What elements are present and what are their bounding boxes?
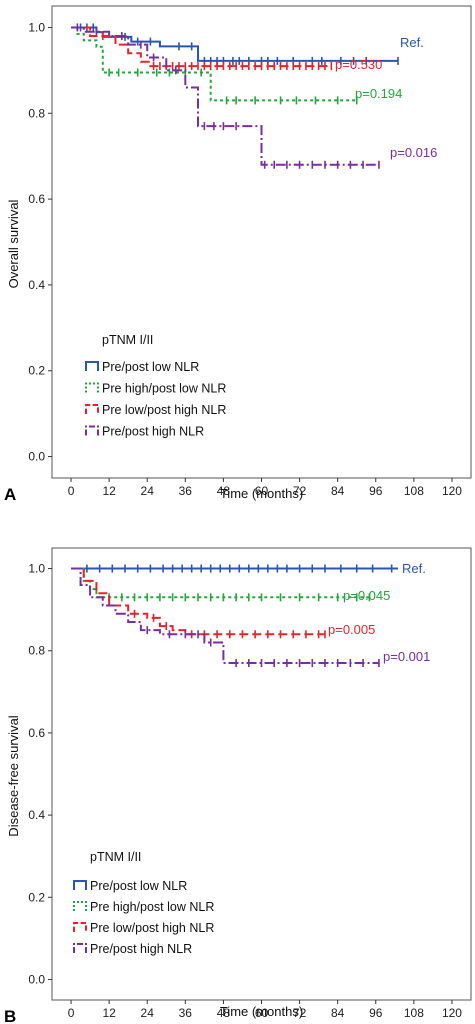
x-tick-label: 36 — [179, 1006, 193, 1020]
series-2: p=0.045 — [71, 567, 390, 603]
x-axis-label: Time (months) — [220, 486, 303, 501]
y-tick-label: 0.4 — [28, 808, 45, 822]
x-tick-label: 24 — [141, 484, 155, 498]
x-tick-label: 96 — [369, 484, 383, 498]
y-tick-label: 0.6 — [28, 192, 45, 206]
x-tick-label: 48 — [217, 484, 231, 498]
legend-title: pTNM I/II — [102, 333, 153, 347]
x-tick-label: 108 — [404, 484, 424, 498]
y-tick-label: 0.8 — [28, 644, 45, 658]
y-tick-label: 0.2 — [28, 364, 45, 378]
survival-curve — [71, 26, 379, 166]
x-tick-label: 48 — [217, 1006, 231, 1020]
series-4: p=0.016 — [71, 23, 437, 169]
panel-label: A — [4, 485, 16, 504]
curve-annotation: Ref. — [400, 35, 424, 50]
legend-swatch — [73, 880, 87, 890]
series-3: p=0.005 — [71, 567, 375, 639]
survival-curve — [71, 26, 332, 68]
legend-entry: Pre/post high NLR — [90, 942, 192, 956]
x-tick-label: 120 — [442, 484, 462, 498]
legend-entry: Pre/post low NLR — [90, 879, 187, 893]
series-4: p=0.001 — [71, 567, 430, 668]
y-tick-label: 0.6 — [28, 726, 45, 740]
legend-swatch — [73, 943, 87, 953]
legend-swatch — [85, 425, 99, 436]
x-tick-label: 84 — [331, 1006, 345, 1020]
curve-annotation: p=0.194 — [355, 86, 402, 101]
x-tick-label: 72 — [293, 1006, 307, 1020]
y-tick-label: 1.0 — [28, 562, 45, 576]
legend-entry: Pre low/post high NLR — [90, 921, 214, 935]
legend-swatch — [73, 922, 87, 932]
x-tick-label: 108 — [404, 1006, 424, 1020]
x-tick-label: 24 — [141, 1006, 155, 1020]
legend-swatch — [85, 382, 99, 393]
survival-curve — [71, 567, 325, 636]
x-tick-label: 60 — [255, 484, 269, 498]
x-tick-label: 0 — [68, 1006, 75, 1020]
curve-annotation: p=0.045 — [343, 588, 390, 603]
x-tick-label: 36 — [179, 484, 193, 498]
x-tick-label: 0 — [68, 484, 75, 498]
x-tick-label: 72 — [293, 484, 307, 498]
curve-annotation: p=0.530 — [335, 57, 382, 72]
y-tick-label: 0.8 — [28, 106, 45, 120]
survival-curve — [71, 567, 379, 665]
x-axis-label: Time (months) — [220, 1004, 303, 1019]
legend: pTNM I/II Pre/post low NLR Pre high/post l… — [73, 850, 214, 956]
y-tick-label: 0.0 — [28, 972, 45, 986]
x-tick-label: 120 — [442, 1006, 462, 1020]
y-tick-label: 0.2 — [28, 890, 45, 904]
curve-annotation: Ref. — [402, 561, 426, 576]
survival-curve — [71, 26, 357, 102]
x-tick-label: 12 — [102, 1006, 116, 1020]
legend-entry: Pre/post high NLR — [102, 425, 204, 439]
series-3: p=0.530 — [71, 26, 382, 72]
survival-curve — [71, 567, 370, 599]
legend-title: pTNM I/II — [90, 850, 141, 864]
legend-entry: Pre/post low NLR — [102, 360, 199, 374]
legend-entry: Pre high/post low NLR — [90, 900, 214, 914]
curve-annotation: p=0.005 — [328, 622, 375, 637]
y-tick-label: 1.0 — [28, 20, 45, 34]
panel-label: B — [4, 1007, 16, 1024]
curve-annotation: p=0.001 — [383, 649, 430, 664]
legend-entry: Pre high/post low NLR — [102, 382, 226, 396]
legend-swatch — [85, 361, 99, 371]
panel-b: 0.0 0.2 0.4 0.6 0.8 1.0 0 12 24 36 48 60 72 84 96 108 12… — [4, 547, 472, 1024]
x-tick-label: 60 — [255, 1006, 269, 1020]
curve-annotation: p=0.016 — [390, 145, 437, 160]
legend-swatch — [85, 404, 99, 414]
x-tick-label: 96 — [369, 1006, 383, 1020]
y-axis-label: Disease-free survival — [6, 715, 21, 836]
x-tick-label: 12 — [102, 484, 116, 498]
y-tick-label: 0.4 — [28, 278, 45, 292]
panel-a: 0.0 0.2 0.4 0.6 0.8 1.0 0 12 24 36 48 60 72 84 96 108 12… — [4, 5, 472, 504]
legend-swatch — [73, 901, 87, 911]
legend: pTNM I/II Pre/post low NLR Pre high/post l… — [85, 333, 226, 439]
legend-entry: Pre low/post high NLR — [102, 403, 226, 417]
x-tick-label: 84 — [331, 484, 345, 498]
y-axis-label: Overall survival — [6, 199, 21, 288]
y-tick-label: 0.0 — [28, 450, 45, 464]
series-1: Ref. — [71, 561, 426, 576]
